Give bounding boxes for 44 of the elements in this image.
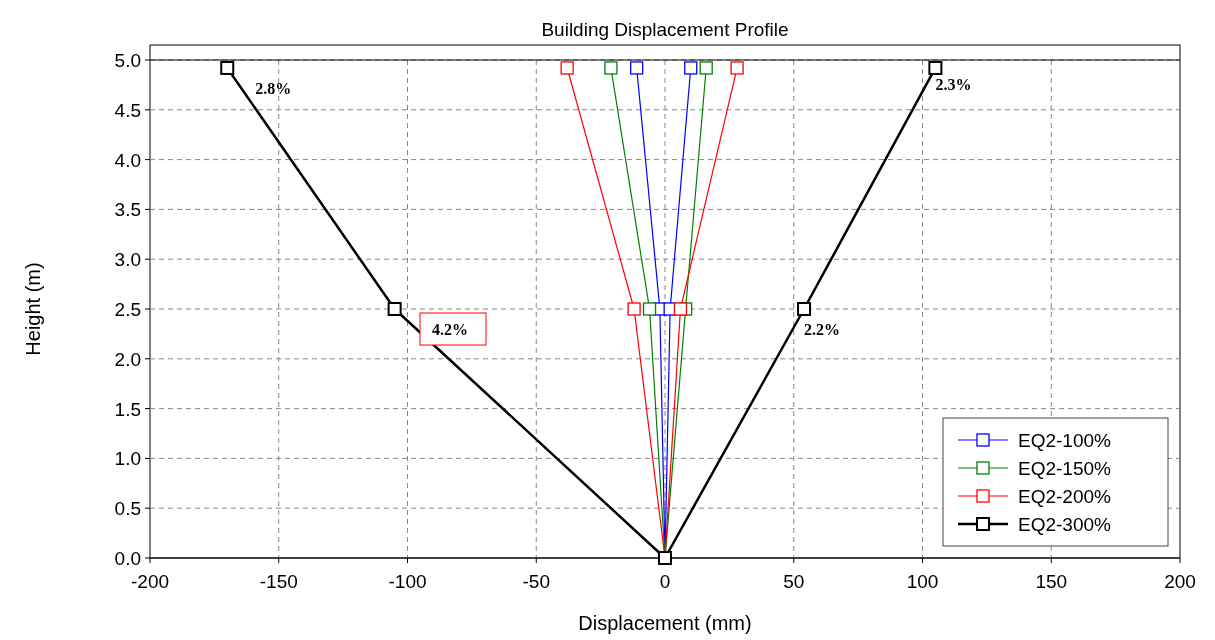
x-tick-label: 100 (906, 571, 939, 592)
annotation: 2.8% (255, 79, 292, 97)
point (627, 302, 641, 316)
y-axis-title: Height (m) (22, 262, 44, 356)
x-tick-label: -100 (388, 571, 427, 592)
point (387, 302, 402, 316)
point (630, 61, 644, 75)
point (673, 302, 688, 316)
x-axis-title: Displacement (mm) (578, 612, 752, 634)
point (642, 302, 657, 316)
y-tick-label: 4.5 (114, 99, 141, 121)
x-tick-label: -200 (130, 571, 170, 592)
legend-label: EQ2-300% (1018, 514, 1112, 535)
point (730, 61, 744, 75)
y-tick-label: 2.0 (114, 348, 141, 370)
x-tick-label: -50 (522, 571, 550, 592)
x-tick-label: 0 (659, 571, 671, 592)
y-tick-label: 3.0 (114, 249, 141, 271)
chart-title: Building Displacement Profile (541, 19, 789, 40)
legend-label: EQ2-100% (1018, 430, 1112, 451)
point (604, 61, 618, 75)
point (699, 61, 713, 75)
y-tick-label: 0.5 (114, 498, 141, 520)
y-tick-label: 2.5 (114, 299, 141, 320)
y-tick-label: 0.0 (114, 548, 141, 569)
point (220, 60, 235, 75)
annotation: 2.3% (935, 75, 972, 93)
x-tick-label: -150 (259, 571, 298, 592)
point (560, 61, 574, 75)
point (684, 61, 698, 75)
legend-label: EQ2-200% (1018, 486, 1112, 507)
x-tick-label: 200 (1164, 571, 1196, 592)
y-tick-label: 5.0 (114, 50, 141, 71)
point (928, 60, 943, 75)
y-tick-label: 3.5 (114, 199, 141, 221)
annotation: 2.2% (804, 321, 841, 338)
y-tick-label: 4.0 (114, 149, 141, 171)
point (797, 302, 812, 316)
x-tick-label: 50 (783, 571, 805, 592)
y-tick-label: 1.0 (114, 448, 141, 470)
annotation: 4.2% (432, 321, 468, 338)
y-tick-label: 1.5 (114, 398, 141, 420)
legend-label: EQ2-150% (1018, 458, 1112, 479)
x-tick-label: 150 (1035, 571, 1068, 592)
